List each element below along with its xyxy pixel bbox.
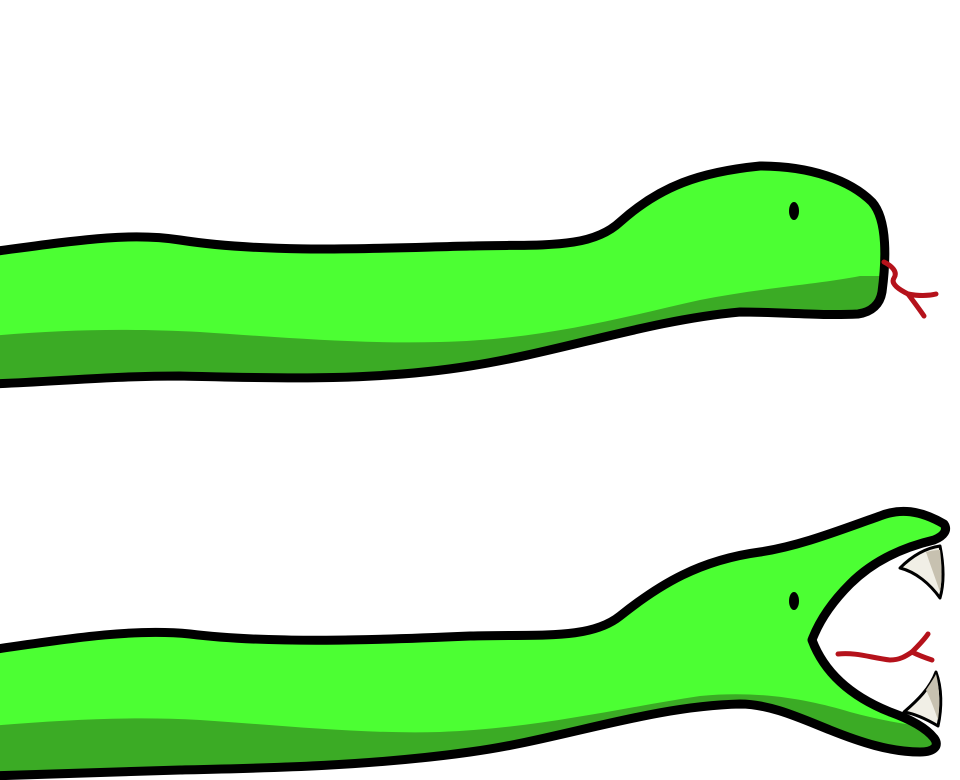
snake-attack-upper-fang-shade	[926, 550, 942, 592]
snake-idle-sprite	[0, 161, 939, 389]
snake-attack-outline	[0, 506, 950, 780]
snake-idle-belly-shadow	[0, 276, 885, 384]
snake-idle-tongue	[881, 259, 939, 319]
snake-idle-body	[0, 166, 885, 384]
snake-attack-sprite	[0, 506, 950, 780]
snake-idle-outline	[0, 161, 890, 389]
snake-attack-body	[0, 511, 946, 776]
snake-attack-tongue	[835, 631, 935, 663]
snake-idle-eye	[789, 202, 799, 220]
snake-attack-lower-fang-shade	[926, 674, 940, 720]
snake-attack-eye	[789, 592, 799, 610]
